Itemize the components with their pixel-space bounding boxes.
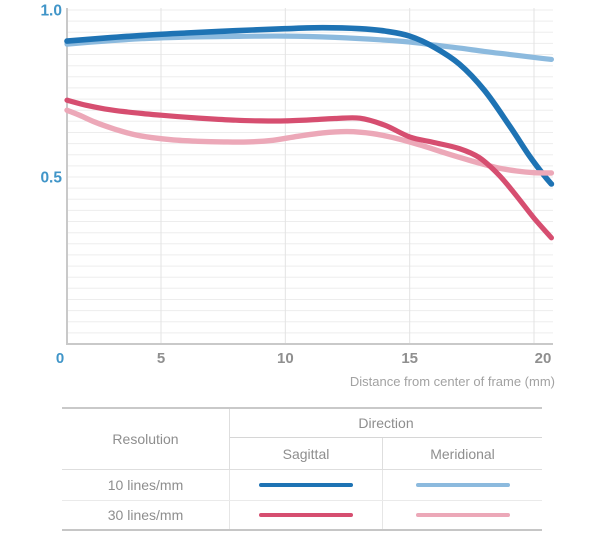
meridional-10-line-icon xyxy=(415,483,510,487)
curve-meridional_10 xyxy=(64,33,554,62)
x-axis-title: Distance from center of frame (mm) xyxy=(350,374,555,389)
y-tick-label-0.5: 0.5 xyxy=(40,170,62,187)
x-tick-label-15: 15 xyxy=(401,350,418,367)
curve-sagittal_10 xyxy=(64,24,555,187)
y-tick-label-1.0: 1.0 xyxy=(40,3,62,20)
resolution-30-label: 30 lines/mm xyxy=(62,501,230,529)
resolution-10-label: 10 lines/mm xyxy=(62,470,230,500)
legend-cell-meridional-10 xyxy=(383,470,542,500)
direction-header: Direction xyxy=(230,409,542,438)
sagittal-column-header: Sagittal xyxy=(230,438,383,469)
direction-block: Direction Sagittal Meridional xyxy=(230,409,542,469)
legend-cell-sagittal-10 xyxy=(230,470,383,500)
curve-sagittal_30 xyxy=(64,97,554,241)
mtf-chart: 1.0 0.5 0 5 10 15 20 Distance from center of fr… xyxy=(40,3,555,390)
x-tick-label-5: 5 xyxy=(157,350,165,367)
meridional-column-header: Meridional xyxy=(430,445,495,462)
legend-cell-sagittal-30 xyxy=(230,501,383,529)
legend-table: Resolution Direction Sagittal Meridional… xyxy=(62,407,542,531)
direction-subheaders: Sagittal Meridional xyxy=(230,438,542,469)
x-tick-label-10: 10 xyxy=(277,350,294,367)
legend-row-10-lines: 10 lines/mm xyxy=(62,470,542,501)
meridional-30-line-icon xyxy=(415,513,510,517)
legend-row-30-lines: 30 lines/mm xyxy=(62,501,542,529)
legend-table-header: Resolution Direction Sagittal Meridional xyxy=(62,409,542,470)
legend-cell-meridional-30 xyxy=(383,501,542,529)
sagittal-10-line-icon xyxy=(259,483,353,487)
curve-meridional_30 xyxy=(64,107,555,176)
sagittal-30-line-icon xyxy=(259,513,353,517)
x-tick-label-20: 20 xyxy=(535,350,552,367)
resolution-header: Resolution xyxy=(62,409,230,469)
x-tick-label-0: 0 xyxy=(56,350,64,367)
